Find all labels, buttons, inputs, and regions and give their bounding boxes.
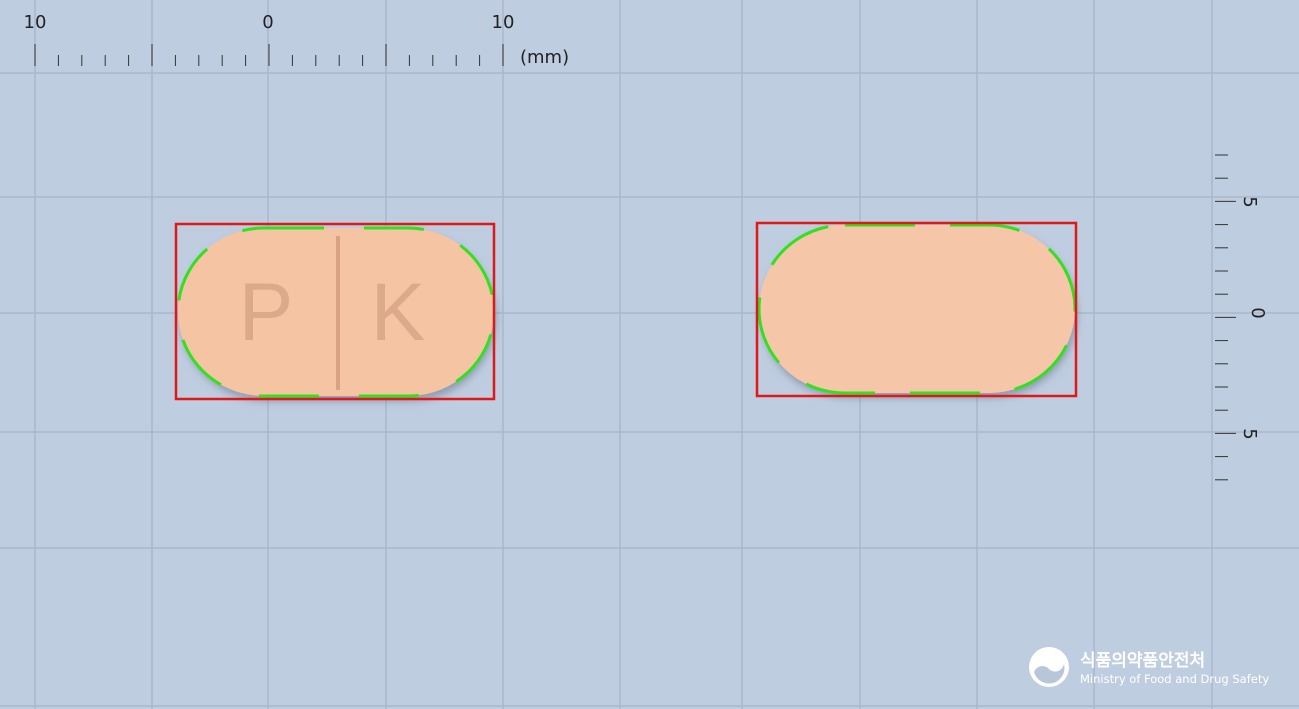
pill-back	[755, 221, 1078, 398]
ruler-label: 10	[24, 12, 47, 33]
rulers	[34, 44, 1236, 481]
imprint: K	[371, 267, 426, 358]
imprint: P	[239, 267, 294, 358]
logo: 식품의약품안전처 Ministry of Food and Drug Safet…	[1029, 647, 1269, 687]
logo-name-ko: 식품의약품안전처	[1080, 650, 1205, 671]
pill-body	[759, 225, 1075, 393]
bounding-box	[174, 222, 496, 401]
ruler-label: 5	[1239, 428, 1260, 439]
pill-front: P K	[174, 222, 496, 401]
logo-swirl	[1034, 664, 1065, 684]
logo-name-en: Ministry of Food and Drug Safety	[1080, 672, 1269, 686]
ruler-label: 5	[1239, 196, 1260, 207]
ruler-label: 0	[262, 12, 273, 33]
ruler-label: 10	[492, 12, 515, 33]
ruler-label: 0	[1247, 307, 1268, 318]
bounding-box	[755, 221, 1078, 398]
ruler-unit: (mm)	[520, 47, 569, 68]
